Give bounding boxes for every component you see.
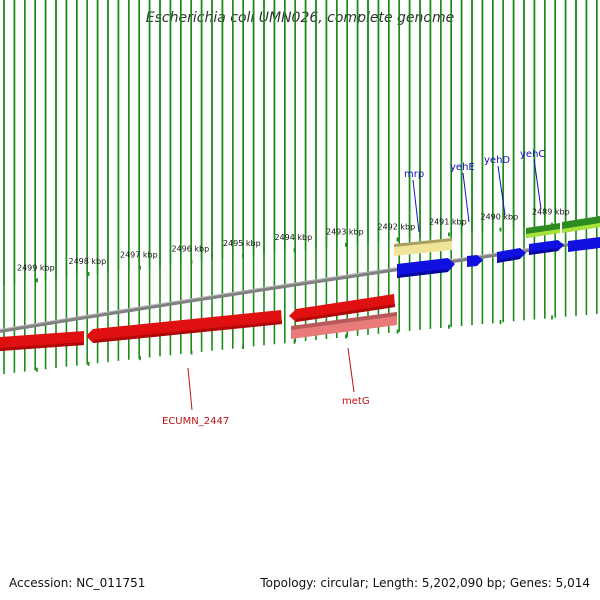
accession-label: Accession: NC_011751 [9, 576, 146, 590]
tick-label: 2489 kbp [532, 208, 570, 217]
leader-mrp [412, 179, 420, 233]
gene-red-reverse-2[interactable] [289, 294, 395, 322]
genome-summary: Topology: circular; Length: 5,202,090 bp… [260, 576, 590, 590]
leader-ecumn-2447 [187, 367, 193, 411]
gene-label-yehe: yehE [450, 162, 475, 173]
leader-yehc [533, 158, 542, 210]
gene-yehd[interactable] [497, 248, 526, 263]
tick-label: 2497 kbp [120, 251, 158, 260]
gene-label-yehd: yehD [484, 155, 510, 166]
leader-yehd [497, 165, 506, 216]
tick-label: 2491 kbp [429, 217, 467, 226]
tick-label: 2496 kbp [172, 245, 210, 254]
gene-mrp[interactable] [397, 258, 455, 278]
gene-blue-right[interactable] [568, 237, 600, 252]
gene-green-2[interactable] [562, 216, 600, 233]
gene-ecumn-2447-left[interactable] [0, 331, 84, 351]
gene-label-yehc: yehC [520, 149, 545, 160]
tick-label: 2492 kbp [378, 223, 416, 232]
tick-layer: 2499 kbp 2498 kbp 2497 kbp 2496 kbp 2495 kbp… [3, 0, 598, 374]
tick-label: 2495 kbp [223, 239, 261, 248]
gene-mrp-pale[interactable] [394, 238, 452, 256]
gene-yehc[interactable] [529, 240, 564, 255]
gene-ecumn-2447[interactable] [86, 310, 282, 343]
gene-metg[interactable] [291, 312, 397, 339]
feature-layer: mrp yehE yehD yehC metG ECUMN_2447 [0, 149, 600, 427]
gene-green-1[interactable] [526, 223, 560, 238]
leader-yehe [462, 172, 470, 223]
gene-label-mrp: mrp [404, 169, 424, 180]
tick-label: 2494 kbp [275, 233, 313, 242]
gene-label-metg: metG [342, 396, 370, 407]
leader-metg [347, 347, 355, 393]
tick-label: 2499 kbp [17, 263, 55, 272]
tick-label: 2493 kbp [326, 228, 364, 237]
tick-label: 2498 kbp [69, 257, 107, 266]
tick-label: 2490 kbp [481, 213, 519, 222]
gene-yehe[interactable] [467, 255, 483, 267]
gene-label-ecumn-2447: ECUMN_2447 [162, 416, 229, 427]
